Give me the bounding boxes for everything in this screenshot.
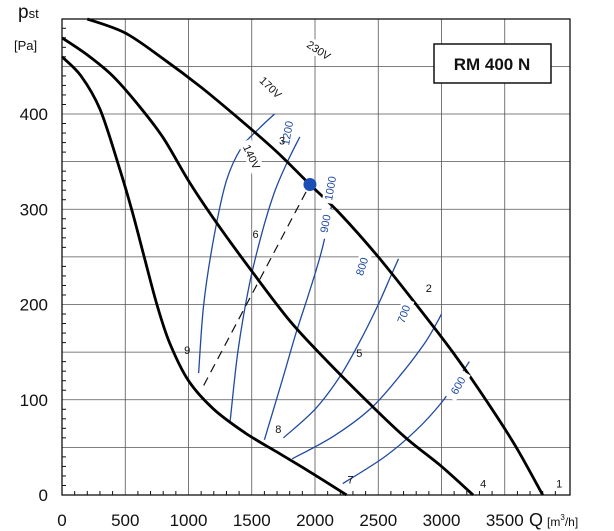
fan-curve-140V: [61, 55, 348, 497]
speed-label-bg: [351, 250, 373, 283]
x-tick-label: 2500: [359, 511, 397, 530]
x-tick-label: 1500: [233, 511, 271, 530]
point-label-1: 1: [556, 478, 562, 490]
point-label-8: 8: [275, 424, 281, 436]
speed-curve-label: 700: [396, 304, 414, 325]
x-axis-unit-suffix: /h]: [565, 515, 578, 529]
x-axis-label: Q [m3/h]: [529, 510, 578, 530]
y-tick-label: 0: [39, 486, 48, 505]
x-axis-unit-prefix: [m: [547, 515, 560, 529]
point-label-4: 4: [480, 478, 486, 490]
speed-curve-label: 1200: [280, 120, 296, 146]
speed-label-bg: [321, 172, 339, 205]
fan-label-bg: [238, 138, 266, 176]
y-tick-label: 100: [20, 391, 48, 410]
x-tick-label: 2000: [296, 511, 334, 530]
y-tick-label: 400: [20, 105, 48, 124]
chart-title: RM 400 N: [454, 55, 531, 74]
point-label-5: 5: [356, 348, 362, 360]
x-axis-label-main: Q: [529, 510, 543, 530]
plot-frame: [61, 18, 571, 496]
speed-curve-600: [342, 361, 470, 485]
speed-label-bg: [278, 117, 296, 149]
x-tick-label: 3000: [423, 511, 461, 530]
point-label-7: 7: [347, 475, 353, 487]
y-axis-label-main: p: [18, 2, 29, 23]
speed-label-bg: [316, 207, 334, 240]
fan-curve-label: 140V: [240, 143, 262, 172]
x-tick-label: 3500: [486, 511, 524, 530]
speed-curve-label: 900: [319, 214, 334, 234]
title-box: [433, 43, 552, 84]
speed-curve-700: [291, 313, 443, 460]
y-axis-unit: [Pa]: [14, 38, 37, 53]
x-tick-label: 1000: [170, 511, 208, 530]
speed-curve-label: 800: [354, 256, 371, 277]
y-tick-label: 300: [20, 200, 48, 219]
system-curve: [203, 184, 311, 386]
speed-label-bg: [392, 297, 415, 331]
operating-point: [303, 177, 317, 191]
x-tick-label: 500: [111, 511, 139, 530]
speed-curve-1000: [229, 136, 301, 421]
point-label-2: 2: [426, 283, 432, 295]
speed-curve-1200: [197, 113, 275, 374]
point-label-9: 9: [184, 345, 190, 357]
fan-label-bg: [253, 70, 288, 105]
grid: [62, 19, 570, 495]
point-label-3: 3: [279, 135, 285, 147]
y-axis-label: pst: [18, 2, 39, 23]
point-label-6: 6: [252, 229, 258, 241]
speed-curve-label: 1000: [323, 175, 339, 201]
speed-curve-800: [282, 258, 400, 439]
y-tick-label: 200: [20, 296, 48, 315]
y-axis-label-sub: st: [29, 6, 40, 21]
fan-curve-170V: [61, 36, 475, 497]
x-tick-label: 0: [57, 511, 66, 530]
speed-label-bg: [445, 369, 471, 402]
fan-label-bg: [300, 35, 337, 66]
x-axis-unit-exp: 3: [560, 513, 565, 522]
